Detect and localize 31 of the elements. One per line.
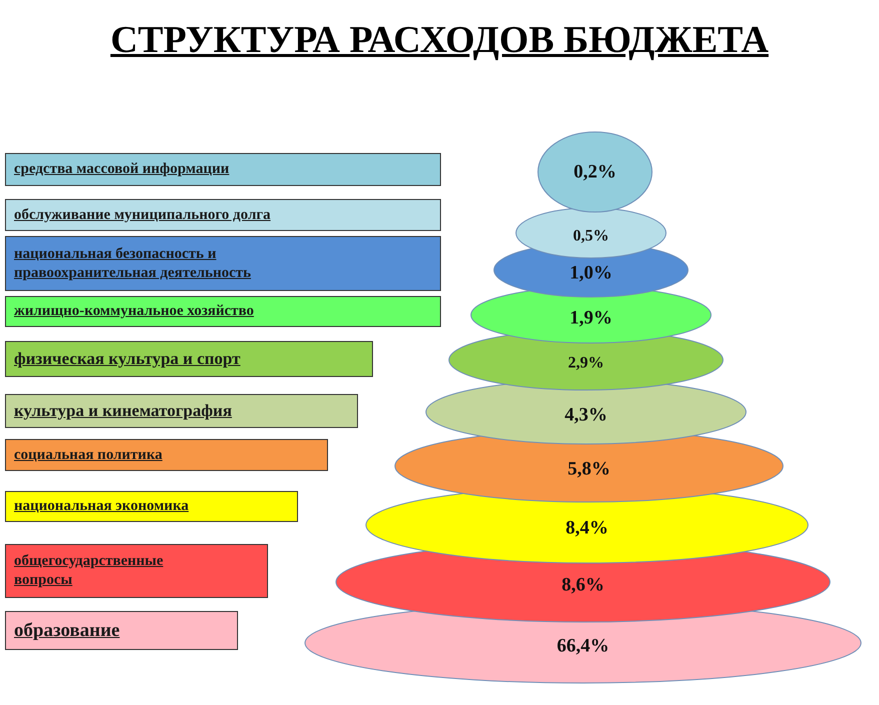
category-label: национальная экономика (14, 497, 189, 516)
data-label: 4,3% (564, 404, 608, 426)
data-label: 1,9% (570, 308, 612, 328)
data-label: 0,2% (574, 162, 616, 182)
label-box: социальная политика (5, 439, 328, 471)
category-label: физическая культура и спорт (14, 348, 240, 370)
category-label: образование (14, 618, 120, 642)
category-label: средства массовой информации (14, 160, 230, 179)
category-label: национальная безопасность и правоохранительная деятельность (14, 244, 252, 282)
label-box: жилищно-коммунальное хозяйство (5, 296, 441, 327)
category-label: обслуживание муниципального долга (14, 206, 271, 224)
category-label: жилищно-коммунальное хозяйство (14, 302, 254, 321)
data-label: 1,0% (570, 262, 612, 284)
data-label: 66,4% (556, 636, 610, 656)
label-box: образование (5, 611, 238, 650)
data-label: 2,9% (568, 354, 604, 372)
data-label: 8,6% (562, 574, 604, 596)
data-label: 5,8% (568, 458, 610, 480)
label-box: физическая культура и спорт (5, 341, 373, 377)
text: СТРУКТУРА РАСХОДОВ БЮДЖЕТА (109, 18, 770, 62)
label-box: общегосударственные вопросы (5, 544, 268, 598)
label-box: национальная экономика (5, 491, 298, 522)
category-label: общегосударственные вопросы (14, 552, 164, 590)
label-box: средства массовой информации (5, 153, 441, 186)
label-box: культура и кинематография (5, 394, 358, 428)
data-label: 0,5% (573, 228, 609, 244)
data-label: 8,4% (566, 518, 608, 538)
label-box: национальная безопасность и правоохранительная деятельность (5, 236, 441, 291)
category-label: культура и кинематография (14, 400, 232, 422)
category-label: социальная политика (14, 446, 162, 464)
label-box: обслуживание муниципального долга (5, 199, 441, 231)
